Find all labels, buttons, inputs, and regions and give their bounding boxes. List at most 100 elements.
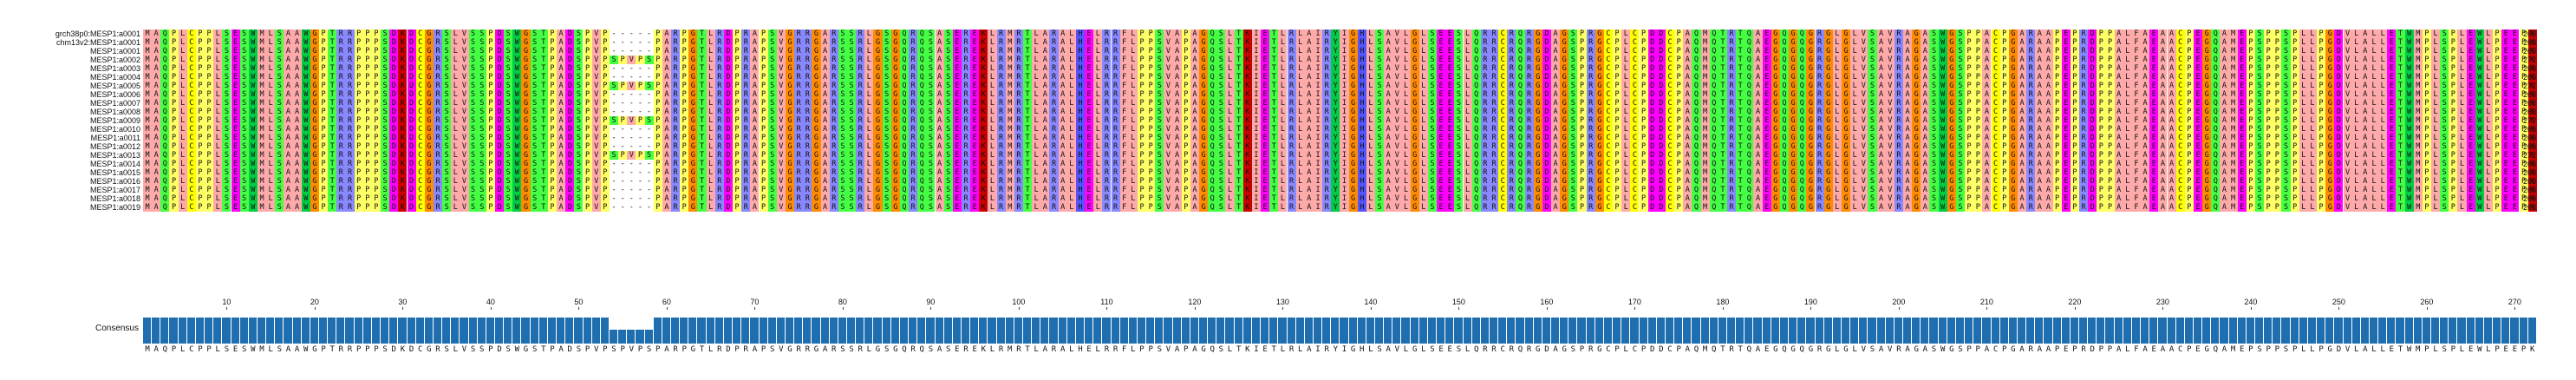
residue-cell: A (1173, 177, 1182, 186)
residue-cell: Q (1692, 29, 1700, 38)
residue-cell: D (495, 99, 504, 108)
residue-cell: V (777, 134, 786, 142)
residue-cell: E (2510, 90, 2519, 99)
residue-cell: D (1542, 38, 1551, 47)
residue-cell: L (1850, 90, 1859, 99)
residue-cell: L (1401, 29, 1410, 38)
residue-cell: P (1973, 168, 1982, 177)
residue-cell: S (883, 73, 891, 82)
residue-cell: W (1939, 99, 1947, 108)
residue-cell: C (1992, 73, 2000, 82)
alignment-row: MAQPLCPPLSESWMLSAAWGPTRRPPPSDKDCGRSLVSSP… (143, 82, 2519, 90)
residue-cell: - (627, 29, 636, 38)
residue-cell: V (1392, 151, 1401, 160)
residue-cell: P (1973, 82, 1982, 90)
residue-cell: G (1411, 116, 1419, 125)
residue-cell: - (645, 64, 654, 73)
residue-cell: V (1859, 56, 1868, 64)
alignment-row: MAQPLCPPLSESWMLSAAWGPTRRPPPSDKDCGRSLVSSP… (143, 99, 2519, 108)
residue-cell: W (2405, 56, 2414, 64)
residue-cell: T (2396, 108, 2404, 116)
residue-cell: P (2423, 134, 2431, 142)
residue-cell: S (883, 168, 891, 177)
residue-cell: D (2088, 99, 2097, 108)
residue-cell: R (909, 29, 917, 38)
residue-cell: R (794, 38, 803, 47)
residue-cell: G (425, 160, 434, 168)
residue-cell: A (1059, 38, 1067, 47)
residue-cell: P (1674, 142, 1683, 151)
residue-cell: A (1753, 99, 1762, 108)
residue-cell: A (1305, 177, 1314, 186)
residue-cell: S (1568, 168, 1577, 177)
residue-cell: P (2291, 64, 2299, 73)
residue-cell: L (2484, 73, 2493, 82)
residue-cell: L (1621, 108, 1630, 116)
residue-cell: R (345, 177, 354, 186)
residue-cell: S (1454, 82, 1463, 90)
residue-cell: R (856, 116, 864, 125)
residue-cell: L (1419, 64, 1428, 73)
residue-cell: M (1701, 116, 1710, 125)
residue-cell: G (1560, 116, 1568, 125)
residue-cell: A (2141, 82, 2149, 90)
residue-cell: H (1076, 73, 1085, 82)
residue-cell: S (1216, 47, 1225, 56)
residue-cell: E (1437, 64, 1445, 73)
residue-cell: P (2105, 116, 2114, 125)
residue-cell: S (838, 73, 847, 82)
residue-cell: R (794, 151, 803, 160)
residue-cell: L (1225, 125, 1234, 134)
residue-cell: E (2467, 125, 2475, 134)
residue-cell: A (1877, 108, 1886, 116)
residue-cell: G (873, 56, 882, 64)
residue-cell: E (2149, 73, 2158, 82)
residue-cell: W (302, 90, 310, 99)
residue-cell: S (469, 73, 478, 82)
residue-cell: L (1366, 29, 1375, 38)
residue-cell: R (1895, 64, 1903, 73)
residue-cell: L (2299, 116, 2308, 125)
residue-cell: F (1120, 29, 1129, 38)
residue-cell: L (1850, 47, 1859, 56)
residue-cell: D (2088, 160, 2097, 168)
residue-cell: W (2475, 82, 2484, 90)
residue-cell: L (2299, 134, 2308, 142)
residue-cell: V (1392, 56, 1401, 64)
residue-cell: K (398, 90, 407, 99)
residue-cell: S (768, 99, 777, 108)
sequence-name: MESP1:a0001 (0, 47, 140, 56)
residue-cell: - (618, 73, 627, 82)
residue-cell: A (1903, 125, 1912, 134)
residue-cell: P (2449, 108, 2457, 116)
residue-cell: S (2255, 142, 2264, 151)
residue-cell: L (1032, 151, 1040, 160)
residue-cell: T (1235, 29, 1243, 38)
residue-cell: S (944, 82, 953, 90)
residue-cell: R (909, 99, 917, 108)
residue-cell: A (1903, 47, 1912, 56)
residue-cell: Q (1472, 29, 1481, 38)
residue-cell: Q (917, 56, 926, 64)
residue-cell: R (856, 73, 864, 82)
residue-cell: P (363, 151, 372, 160)
residue-cell: D (1542, 134, 1551, 142)
residue-cell: E (2194, 142, 2202, 151)
residue-cell: V (460, 108, 468, 116)
residue-cell: L (1850, 151, 1859, 160)
residue-cell: L (1129, 82, 1138, 90)
residue-cell: T (1235, 134, 1243, 142)
residue-cell: P (355, 160, 363, 168)
residue-cell: R (962, 168, 970, 177)
residue-cell: S (944, 56, 953, 64)
residue-cell: K (1243, 99, 1252, 108)
residue-cell: R (1816, 168, 1824, 177)
residue-cell: P (760, 134, 768, 142)
residue-cell: R (1490, 29, 1498, 38)
residue-cell: E (2194, 73, 2202, 82)
residue-cell: A (662, 90, 671, 99)
residue-cell: P (2071, 108, 2079, 116)
residue-cell: R (671, 56, 680, 64)
residue-cell: G (1789, 134, 1797, 142)
residue-cell: P (1613, 177, 1621, 186)
